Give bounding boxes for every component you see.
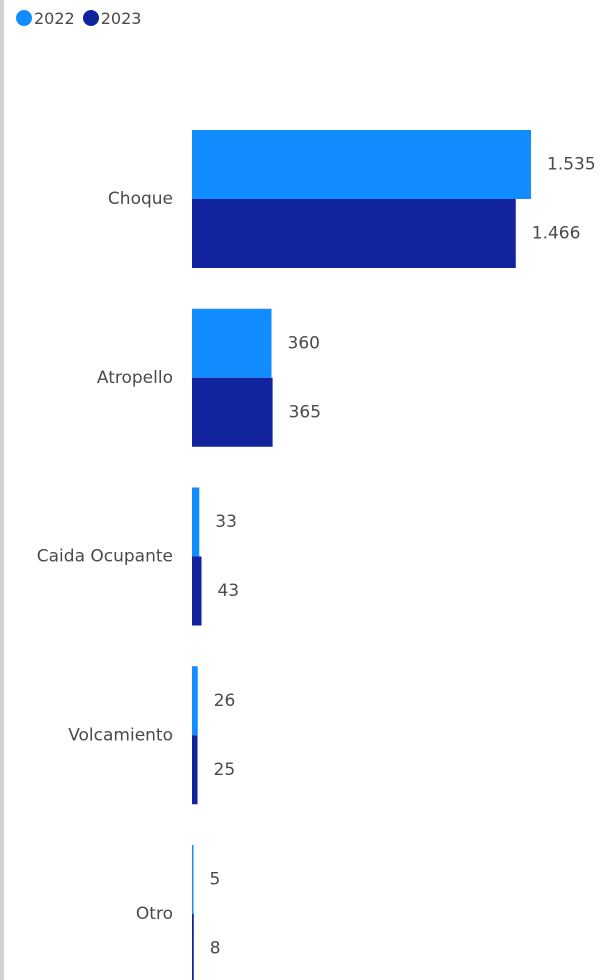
legend-marker-2023 — [82, 10, 99, 26]
data-label-2022: 5 — [210, 870, 221, 890]
legend-marker-2022 — [16, 10, 32, 26]
bar-2023[interactable] — [192, 914, 194, 980]
category-label: Caida Ocupante — [37, 547, 173, 567]
data-label-2023: 1.466 — [532, 224, 581, 244]
legend-item-2023[interactable]: 2023 — [82, 8, 142, 28]
data-label-2022: 26 — [214, 691, 236, 711]
legend: 2022 2023 — [16, 7, 149, 29]
bar-2023[interactable] — [192, 556, 202, 626]
bar-2023[interactable] — [192, 377, 273, 447]
bar-2022[interactable] — [192, 487, 200, 557]
bar-2023[interactable] — [192, 735, 198, 805]
category-label: Otro — [136, 904, 173, 924]
bar-2023[interactable] — [192, 199, 516, 268]
category-label: Atropello — [97, 368, 173, 388]
data-label-2022: 33 — [215, 512, 237, 532]
data-label-2023: 25 — [214, 760, 236, 780]
legend-item-2022[interactable]: 2022 — [16, 9, 75, 28]
data-label-2023: 365 — [289, 402, 321, 422]
data-label-2022: 360 — [288, 333, 320, 353]
legend-label-2022: 2022 — [34, 8, 75, 28]
data-label-2022: 1.535 — [547, 155, 596, 175]
bar-2022[interactable] — [192, 308, 272, 378]
left-border — [0, 0, 4, 980]
bar-2022[interactable] — [192, 666, 198, 736]
category-label: Volcamiento — [68, 725, 173, 745]
data-label-2023: 43 — [217, 581, 239, 601]
legend-label-2023: 2023 — [100, 8, 142, 28]
bar-2022[interactable] — [192, 130, 531, 199]
category-label: Choque — [108, 189, 173, 209]
bar-2022[interactable] — [192, 845, 194, 914]
data-label-2023: 8 — [210, 939, 221, 959]
